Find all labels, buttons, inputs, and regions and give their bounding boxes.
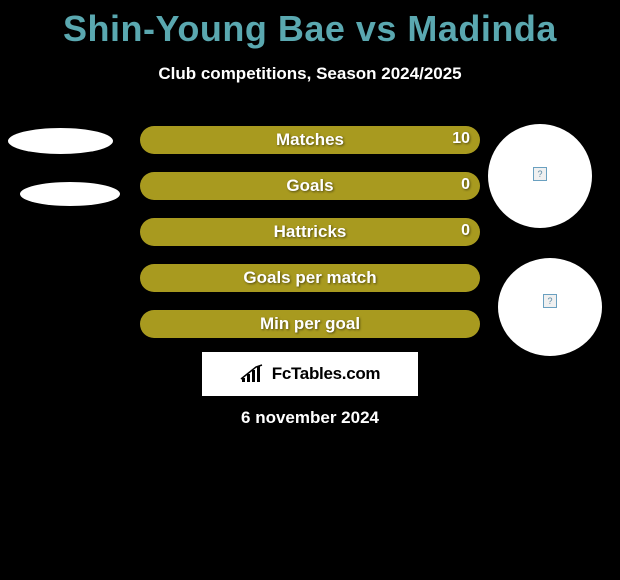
bar-label: Goals per match <box>140 268 480 288</box>
bar-label: Min per goal <box>140 314 480 334</box>
player1-ellipse-shape-2 <box>20 182 120 206</box>
page-title: Shin-Young Bae vs Madinda <box>0 0 620 50</box>
player1-ellipse-shape <box>8 128 113 154</box>
bar-value: 0 <box>461 176 470 194</box>
bar-value: 0 <box>461 222 470 240</box>
bar-label: Hattricks <box>140 222 480 242</box>
bar-row-goals: Goals 0 <box>140 172 480 200</box>
bar-row-goals-per-match: Goals per match <box>140 264 480 292</box>
footer-date: 6 november 2024 <box>0 408 620 428</box>
bar-label: Goals <box>140 176 480 196</box>
bar-row-matches: Matches 10 <box>140 126 480 154</box>
bar-row-hattricks: Hattricks 0 <box>140 218 480 246</box>
bar-chart-icon <box>240 364 266 384</box>
branding-text: FcTables.com <box>272 364 381 384</box>
bar-row-min-per-goal: Min per goal <box>140 310 480 338</box>
page-subtitle: Club competitions, Season 2024/2025 <box>0 64 620 84</box>
branding-box: FcTables.com <box>202 352 418 396</box>
stats-bar-group: Matches 10 Goals 0 Hattricks 0 Goals per… <box>140 126 480 356</box>
placeholder-icon: ? <box>543 294 557 308</box>
placeholder-icon: ? <box>533 167 547 181</box>
bar-value: 10 <box>452 130 470 148</box>
bar-label: Matches <box>140 130 480 150</box>
